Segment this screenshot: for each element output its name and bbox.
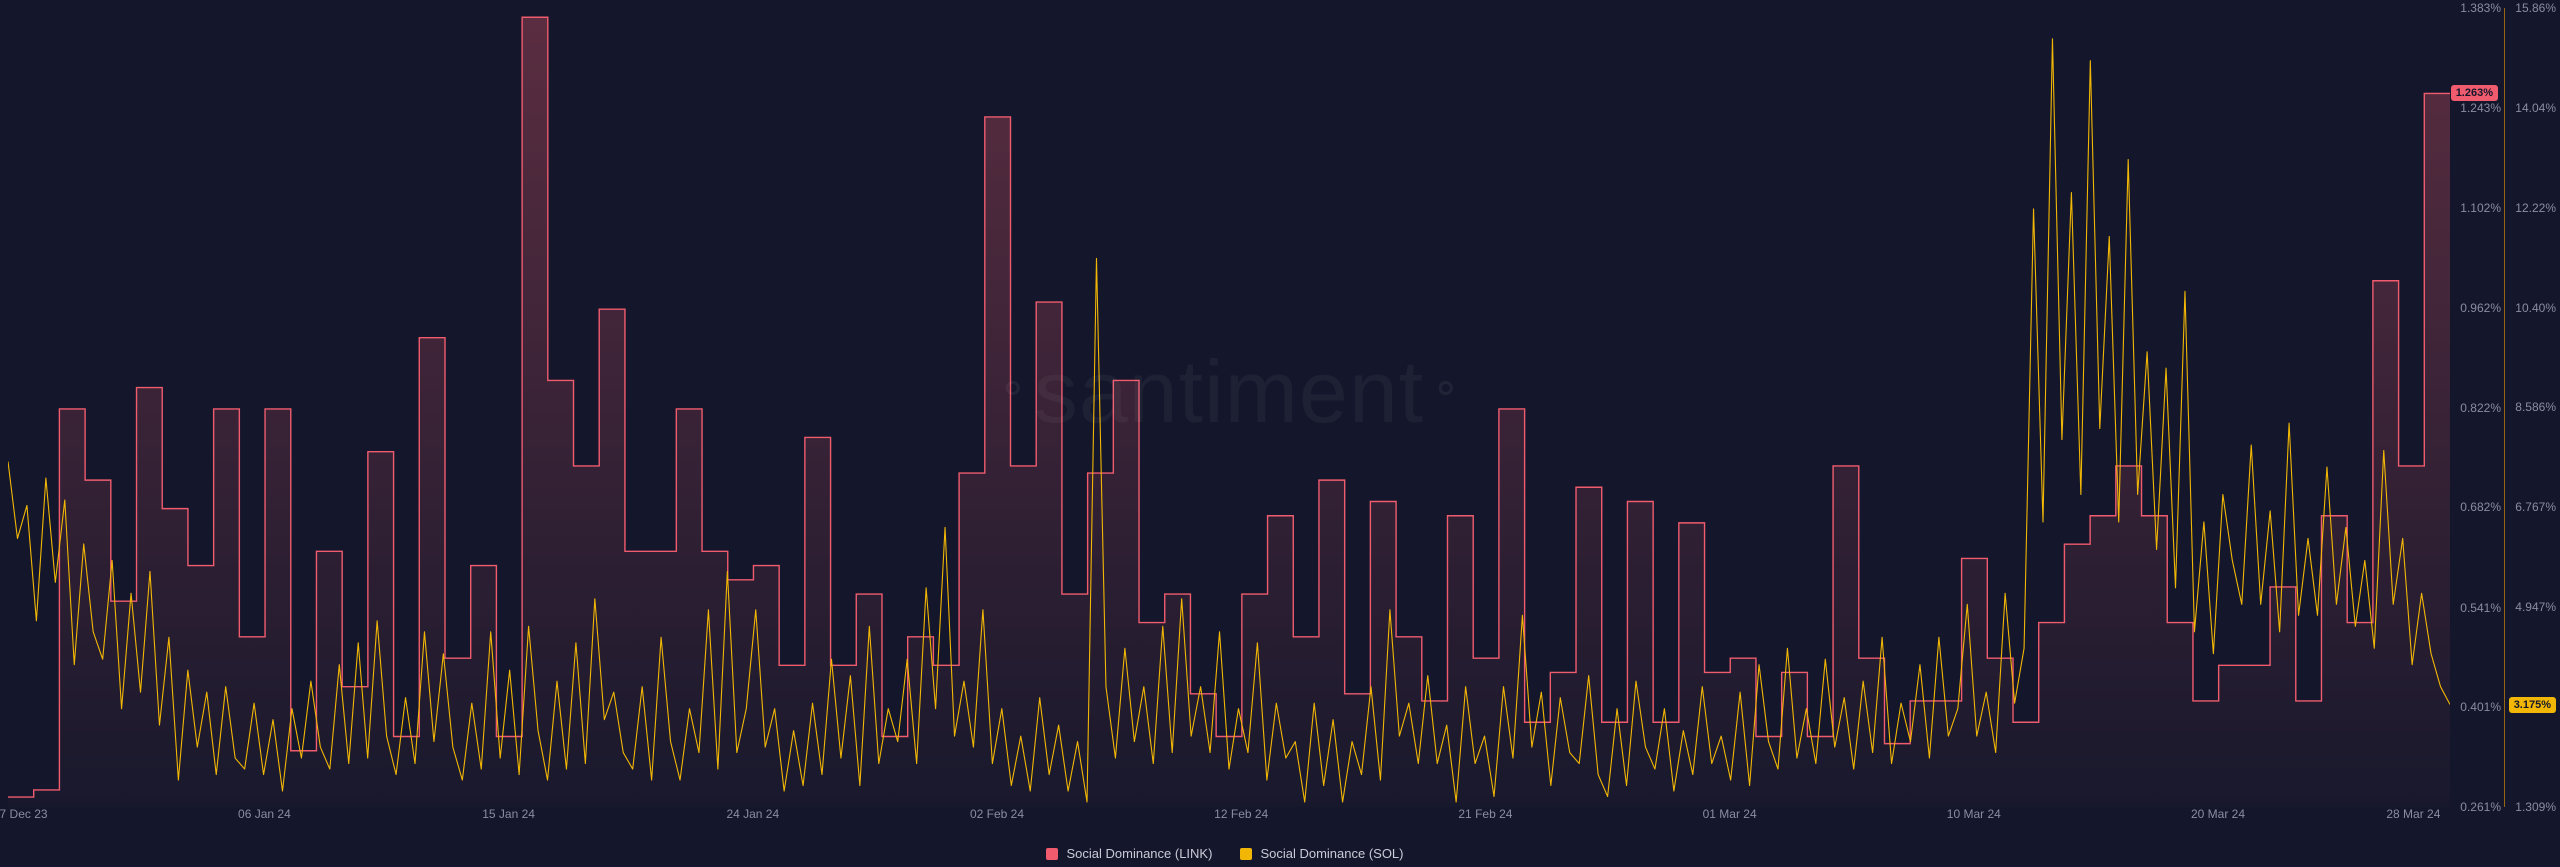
link-area xyxy=(8,17,2450,807)
y-tick: 12.22% xyxy=(2515,201,2556,215)
y-axis-link: 1.383%1.243%1.102%0.962%0.822%0.682%0.54… xyxy=(2450,8,2505,807)
y-tick: 6.767% xyxy=(2515,500,2556,514)
legend-item-link[interactable]: Social Dominance (LINK) xyxy=(1046,846,1212,861)
x-tick: 21 Feb 24 xyxy=(1458,807,1512,821)
y-tick: 1.243% xyxy=(2460,101,2501,115)
legend-label: Social Dominance (LINK) xyxy=(1066,846,1212,861)
x-tick: 10 Mar 24 xyxy=(1947,807,2001,821)
x-tick: 02 Feb 24 xyxy=(970,807,1024,821)
legend-swatch xyxy=(1240,848,1252,860)
current-value-tag-sol: 3.175% xyxy=(2509,697,2556,713)
y-tick: 0.401% xyxy=(2460,700,2501,714)
chart-container: santiment 1.383% 1.243% 1.102% 0.962% 0.822%… xyxy=(0,0,2560,867)
x-tick: 24 Jan 24 xyxy=(726,807,779,821)
y-tick: 0.261% xyxy=(2460,800,2501,814)
y-tick: 8.586% xyxy=(2515,400,2556,414)
y-tick: 1.102% xyxy=(2460,201,2501,215)
x-tick: 28 Mar 24 xyxy=(2386,807,2440,821)
x-tick: 15 Jan 24 xyxy=(482,807,535,821)
chart-svg xyxy=(8,8,2450,807)
y-tick: 0.962% xyxy=(2460,301,2501,315)
x-axis: 27 Dec 2306 Jan 2415 Jan 2424 Jan 2402 F… xyxy=(8,807,2450,827)
legend-swatch xyxy=(1046,848,1058,860)
y-tick: 0.541% xyxy=(2460,601,2501,615)
y-tick: 0.682% xyxy=(2460,500,2501,514)
current-value-tag-link: 1.263% xyxy=(2451,85,2498,101)
legend: Social Dominance (LINK) Social Dominance… xyxy=(0,846,2450,861)
x-tick: 27 Dec 23 xyxy=(0,807,48,821)
y-tick: 10.40% xyxy=(2515,301,2556,315)
y-tick: 15.86% xyxy=(2515,1,2556,15)
y-axis-sol: 15.86%14.04%12.22%10.40%8.586%6.767%4.94… xyxy=(2505,8,2560,807)
x-tick: 01 Mar 24 xyxy=(1703,807,1757,821)
legend-item-sol[interactable]: Social Dominance (SOL) xyxy=(1240,846,1403,861)
y-tick: 0.822% xyxy=(2460,401,2501,415)
x-tick: 20 Mar 24 xyxy=(2191,807,2245,821)
x-tick: 06 Jan 24 xyxy=(238,807,291,821)
y-tick: 1.383% xyxy=(2460,1,2501,15)
y-tick: 4.947% xyxy=(2515,600,2556,614)
y-tick: 1.309% xyxy=(2515,800,2556,814)
x-tick: 12 Feb 24 xyxy=(1214,807,1268,821)
legend-label: Social Dominance (SOL) xyxy=(1260,846,1403,861)
y-tick: 14.04% xyxy=(2515,101,2556,115)
plot-area[interactable]: santiment xyxy=(8,8,2450,807)
